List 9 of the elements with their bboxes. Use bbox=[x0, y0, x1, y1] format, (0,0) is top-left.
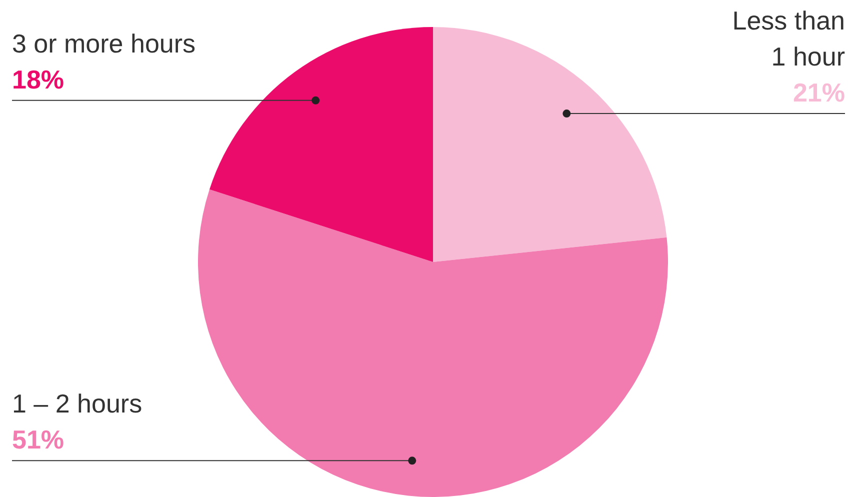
slice-label: 1 – 2 hours bbox=[12, 388, 142, 419]
data-label: 51% bbox=[12, 424, 64, 455]
pie-slice bbox=[198, 189, 668, 497]
pie-slice bbox=[210, 27, 433, 262]
slice-label: 3 or more hours bbox=[12, 28, 196, 58]
pie-slice bbox=[433, 27, 667, 262]
data-label: 21% bbox=[792, 78, 845, 108]
slice-label: Less than 1 hour bbox=[732, 6, 846, 72]
data-label: 18% bbox=[12, 64, 64, 94]
